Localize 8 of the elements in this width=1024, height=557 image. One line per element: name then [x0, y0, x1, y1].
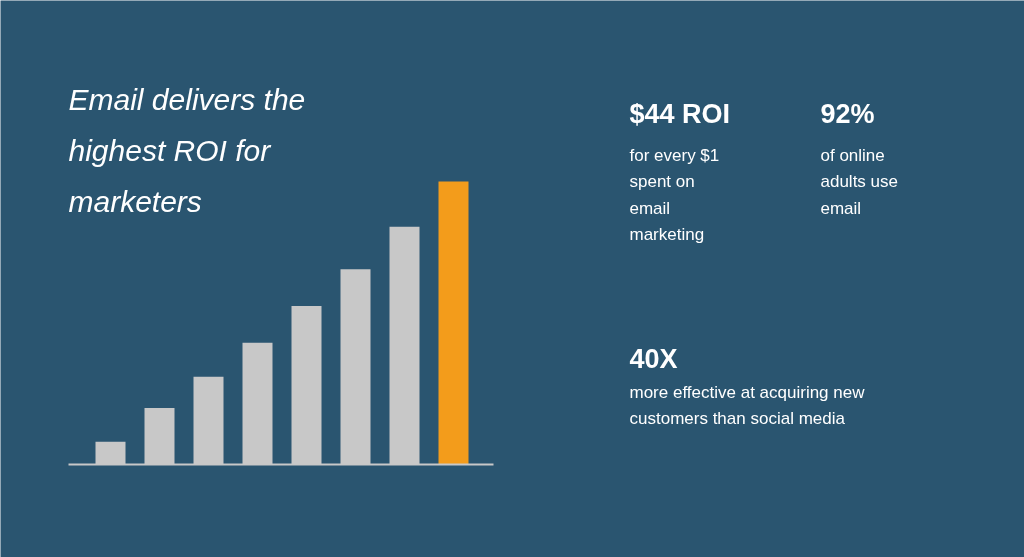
text: for every $1 spent on email marketing: [629, 145, 720, 245]
text: 92%: [820, 98, 875, 129]
bar: [438, 181, 469, 465]
text: $44 ROI: [629, 98, 731, 129]
text: 40X: [629, 343, 678, 374]
chart-title: Email delivers the highest ROI for marketers: [68, 82, 306, 218]
text: more effective at acquiring new customers than social media: [629, 382, 866, 429]
text: of online adults use email: [820, 145, 898, 218]
